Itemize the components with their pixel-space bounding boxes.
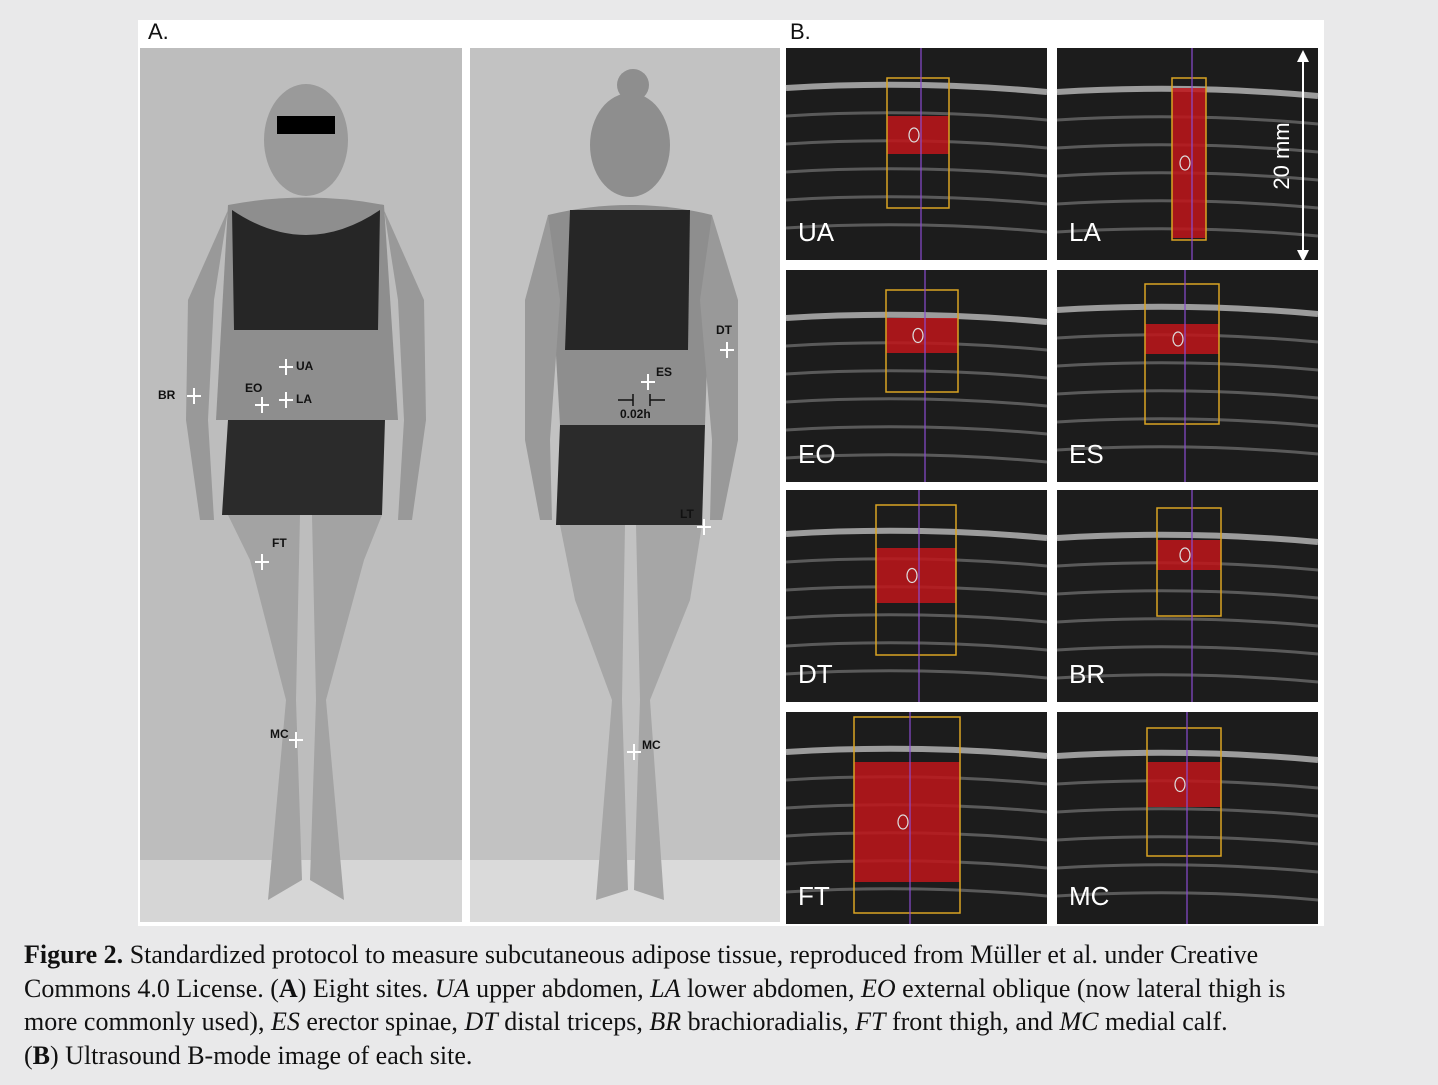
back-photo	[470, 48, 780, 922]
caption-text: FT	[855, 1007, 885, 1036]
caption-text: brachioradialis,	[681, 1007, 855, 1036]
caption-text: (	[24, 1041, 33, 1070]
caption-text: Standardized protocol to measure subcuta…	[123, 940, 1258, 969]
caption-text: LA	[650, 974, 680, 1003]
adipose-region	[1147, 762, 1221, 807]
marker-label: FT	[272, 536, 287, 550]
marker-label: LA	[296, 392, 312, 406]
site-label: DT	[798, 659, 833, 689]
adipose-region	[886, 318, 958, 353]
adipose-region	[854, 762, 960, 882]
site-label: BR	[1069, 659, 1105, 689]
figure-label: Figure 2.	[24, 940, 123, 969]
site-label: EO	[798, 439, 836, 469]
caption-text: distal triceps,	[498, 1007, 650, 1036]
panel-label: A.	[148, 19, 169, 44]
marker-label: UA	[296, 359, 314, 373]
caption-text: ) Ultrasound B-mode image of each site.	[50, 1041, 472, 1070]
caption-text: UA	[435, 974, 470, 1003]
caption-text: ) Eight sites.	[298, 974, 435, 1003]
caption-text: more commonly used),	[24, 1007, 271, 1036]
marker-label: BR	[158, 388, 176, 402]
adipose-region	[1145, 324, 1219, 354]
site-label: ES	[1069, 439, 1104, 469]
site-label: MC	[1069, 881, 1109, 911]
adipose-region	[876, 548, 956, 603]
site-label: FT	[798, 881, 830, 911]
caption-text: medial calf.	[1098, 1007, 1227, 1036]
caption-text: upper abdomen,	[470, 974, 651, 1003]
marker-label: MC	[642, 738, 661, 752]
marker-label: LT	[680, 507, 694, 521]
caption-text: external oblique (now lateral thigh is	[896, 974, 1286, 1003]
caption-text: Commons 4.0 License. (	[24, 974, 279, 1003]
marker-label: 0.02h	[620, 407, 651, 421]
panel-label: B.	[790, 19, 811, 44]
caption-text: DT	[464, 1007, 497, 1036]
caption-text: A	[279, 974, 298, 1003]
caption-text: MC	[1059, 1007, 1098, 1036]
marker-label: DT	[716, 323, 733, 337]
caption-text: lower abdomen,	[680, 974, 861, 1003]
adipose-region	[1157, 540, 1221, 570]
caption-text: EO	[861, 974, 896, 1003]
caption-text: erector spinae,	[300, 1007, 465, 1036]
adipose-region	[1172, 88, 1206, 238]
caption-text: ES	[271, 1007, 300, 1036]
caption-text: BR	[649, 1007, 681, 1036]
caption-text: front thigh, and	[885, 1007, 1059, 1036]
marker-label: ES	[656, 365, 672, 379]
marker-label: EO	[245, 381, 262, 395]
page: A. B. BR EO UA LA FT MC DT ES 0.02h LT MC UA LA EO ES…	[0, 0, 1438, 1085]
scale-label: 20 mm	[1269, 122, 1294, 189]
caption-text: B	[33, 1041, 50, 1070]
figure: A. B. BR EO UA LA FT MC DT ES 0.02h LT MC UA LA EO ES…	[0, 0, 1438, 930]
marker-label: MC	[270, 727, 289, 741]
site-label: LA	[1069, 217, 1101, 247]
caption: Figure 2. Standardized protocol to measu…	[24, 938, 1438, 1072]
adipose-region	[887, 116, 949, 154]
front-photo	[140, 48, 462, 922]
site-label: UA	[798, 217, 835, 247]
